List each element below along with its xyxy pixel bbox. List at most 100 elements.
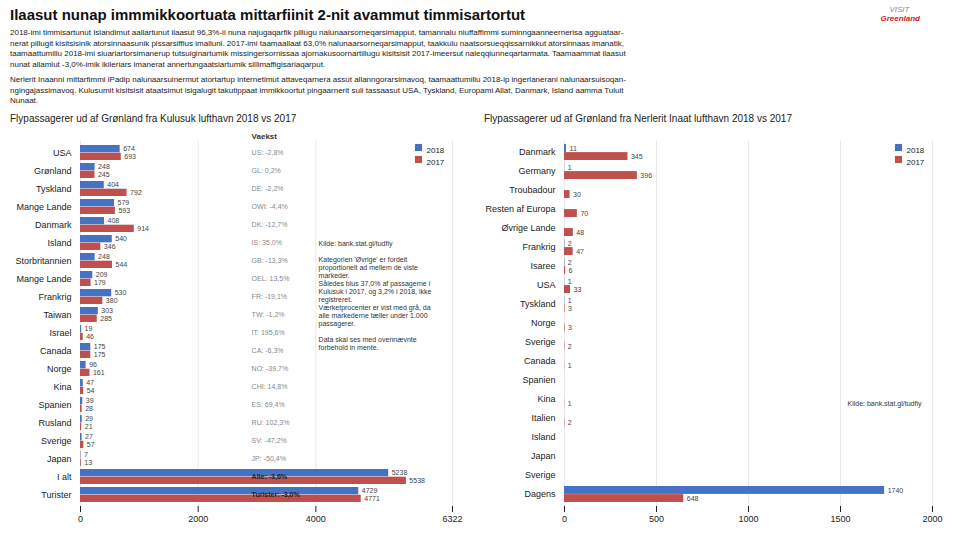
svg-text:792: 792 bbox=[130, 189, 142, 196]
svg-text:3: 3 bbox=[568, 323, 572, 330]
svg-text:2018: 2018 bbox=[427, 146, 445, 155]
svg-text:Turister: Turister bbox=[41, 489, 71, 499]
svg-text:ES: 69,4%: ES: 69,4% bbox=[252, 401, 285, 408]
svg-text:530: 530 bbox=[115, 289, 127, 296]
svg-text:1740: 1740 bbox=[888, 486, 904, 493]
svg-text:3: 3 bbox=[568, 304, 572, 311]
svg-text:175: 175 bbox=[94, 351, 106, 358]
svg-text:IS: 35,0%: IS: 35,0% bbox=[252, 239, 282, 246]
svg-text:US: -2,8%: US: -2,8% bbox=[252, 149, 284, 156]
svg-text:693: 693 bbox=[124, 153, 136, 160]
svg-text:Isaree: Isaree bbox=[530, 261, 555, 271]
svg-text:500: 500 bbox=[649, 513, 664, 523]
svg-text:Sverige: Sverige bbox=[41, 435, 72, 445]
svg-text:IT: 195,6%: IT: 195,6% bbox=[252, 329, 285, 336]
svg-text:179: 179 bbox=[94, 279, 106, 286]
svg-text:46: 46 bbox=[86, 333, 94, 340]
svg-text:Taiwan: Taiwan bbox=[43, 309, 71, 319]
svg-text:57: 57 bbox=[87, 441, 95, 448]
svg-text:GB: -13,3%: GB: -13,3% bbox=[252, 257, 288, 264]
svg-text:303: 303 bbox=[101, 307, 113, 314]
svg-text:248: 248 bbox=[98, 253, 110, 260]
svg-text:FR: -19,1%: FR: -19,1% bbox=[252, 293, 287, 300]
svg-text:5238: 5238 bbox=[392, 469, 408, 476]
svg-text:Norge: Norge bbox=[47, 363, 72, 373]
svg-text:Norge: Norge bbox=[531, 318, 556, 328]
svg-text:Dagens: Dagens bbox=[524, 489, 556, 499]
svg-text:248: 248 bbox=[98, 163, 110, 170]
svg-text:29: 29 bbox=[85, 415, 93, 422]
svg-text:648: 648 bbox=[687, 494, 699, 501]
svg-text:674: 674 bbox=[123, 145, 135, 152]
svg-text:579: 579 bbox=[118, 199, 130, 206]
svg-text:Canada: Canada bbox=[40, 345, 72, 355]
svg-text:1500: 1500 bbox=[830, 513, 850, 523]
svg-text:27: 27 bbox=[85, 433, 93, 440]
svg-text:1: 1 bbox=[568, 361, 572, 368]
svg-text:345: 345 bbox=[631, 152, 643, 159]
svg-text:Spanien: Spanien bbox=[38, 399, 71, 409]
svg-text:Frankrig: Frankrig bbox=[522, 242, 555, 252]
svg-text:1000: 1000 bbox=[738, 513, 758, 523]
svg-text:TW: -1,2%: TW: -1,2% bbox=[252, 311, 285, 318]
svg-text:Vaekst: Vaekst bbox=[252, 131, 278, 140]
svg-text:396: 396 bbox=[640, 171, 652, 178]
svg-text:6322: 6322 bbox=[442, 513, 462, 523]
svg-text:JP: -50,4%: JP: -50,4% bbox=[252, 455, 286, 462]
svg-text:Tyskland: Tyskland bbox=[36, 183, 72, 193]
svg-text:CHI: 14,8%: CHI: 14,8% bbox=[252, 383, 288, 390]
svg-text:19: 19 bbox=[85, 325, 93, 332]
svg-text:96: 96 bbox=[89, 361, 97, 368]
svg-text:Japan: Japan bbox=[47, 453, 72, 463]
svg-text:1: 1 bbox=[568, 163, 572, 170]
svg-text:I alt: I alt bbox=[57, 471, 72, 481]
svg-text:Canada: Canada bbox=[524, 356, 556, 366]
svg-text:GL: 0,2%: GL: 0,2% bbox=[252, 167, 281, 174]
svg-text:175: 175 bbox=[94, 343, 106, 350]
svg-text:2: 2 bbox=[568, 258, 572, 265]
svg-text:USA: USA bbox=[537, 280, 556, 290]
svg-text:13: 13 bbox=[84, 459, 92, 466]
svg-text:2: 2 bbox=[568, 239, 572, 246]
svg-text:USA: USA bbox=[53, 147, 72, 157]
svg-text:6: 6 bbox=[569, 266, 573, 273]
svg-text:1: 1 bbox=[568, 399, 572, 406]
svg-text:Mange Lande: Mange Lande bbox=[16, 273, 71, 283]
svg-text:1: 1 bbox=[568, 296, 572, 303]
svg-text:Kina: Kina bbox=[53, 381, 71, 391]
svg-text:Tyskland: Tyskland bbox=[520, 299, 556, 309]
svg-text:2: 2 bbox=[568, 342, 572, 349]
svg-text:Rusland: Rusland bbox=[38, 417, 71, 427]
svg-text:Øvrige Lande: Øvrige Lande bbox=[501, 223, 555, 233]
svg-text:CA: -6,3%: CA: -6,3% bbox=[252, 347, 284, 354]
svg-text:Island: Island bbox=[47, 237, 71, 247]
svg-text:SV: -47,2%: SV: -47,2% bbox=[252, 437, 287, 444]
svg-text:21: 21 bbox=[85, 423, 93, 430]
svg-text:11: 11 bbox=[570, 144, 577, 151]
svg-text:Japan: Japan bbox=[531, 451, 556, 461]
svg-text:33: 33 bbox=[574, 285, 582, 292]
svg-text:544: 544 bbox=[116, 261, 128, 268]
svg-text:0: 0 bbox=[562, 513, 567, 523]
svg-text:Kina: Kina bbox=[537, 394, 555, 404]
svg-text:5538: 5538 bbox=[409, 477, 425, 484]
svg-text:4000: 4000 bbox=[306, 513, 326, 523]
svg-text:Danmark: Danmark bbox=[35, 219, 72, 229]
svg-text:Danmark: Danmark bbox=[519, 147, 556, 157]
svg-text:Mange Lande: Mange Lande bbox=[16, 201, 71, 211]
svg-text:2017: 2017 bbox=[427, 158, 445, 167]
svg-text:Storbritannien: Storbritannien bbox=[15, 255, 71, 265]
svg-text:4729: 4729 bbox=[362, 487, 378, 494]
svg-text:OWI: -4,4%: OWI: -4,4% bbox=[252, 203, 288, 210]
svg-text:380: 380 bbox=[106, 297, 118, 304]
svg-text:346: 346 bbox=[104, 243, 116, 250]
svg-text:Sverige: Sverige bbox=[525, 337, 556, 347]
svg-text:47: 47 bbox=[86, 379, 94, 386]
svg-text:Alle: -3,6%: Alle: -3,6% bbox=[252, 473, 288, 481]
svg-text:70: 70 bbox=[580, 209, 588, 216]
svg-text:593: 593 bbox=[118, 207, 130, 214]
svg-text:Israel: Israel bbox=[49, 327, 71, 337]
svg-text:Island: Island bbox=[531, 432, 555, 442]
svg-text:NO: -39,7%: NO: -39,7% bbox=[252, 365, 289, 372]
svg-text:Sverige: Sverige bbox=[525, 470, 556, 480]
